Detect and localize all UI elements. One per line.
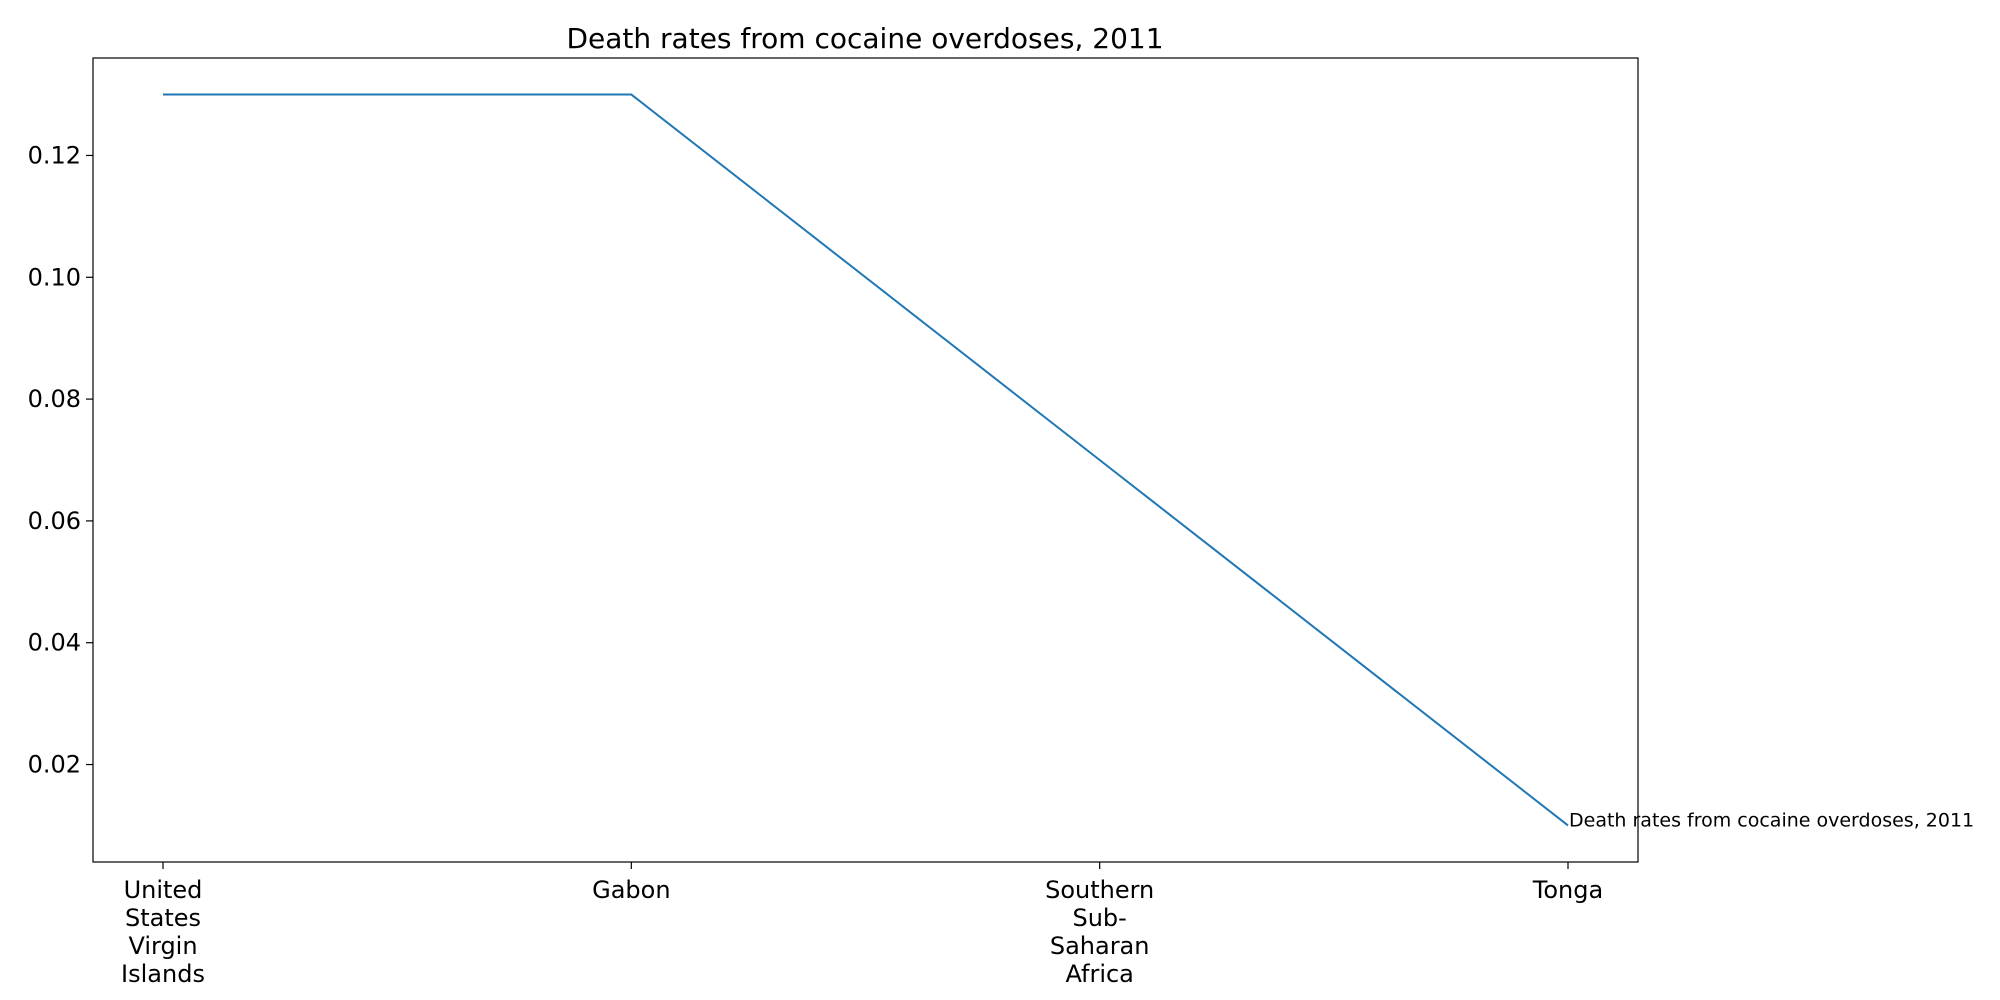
y-tick-label: 0.08 xyxy=(28,385,81,413)
plot-area-frame xyxy=(92,57,1639,863)
x-tick-label: Tonga xyxy=(1532,876,1603,904)
series-line xyxy=(163,93,1569,827)
y-axis: 0.02 0.04 0.06 0.08 0.10 0.12 xyxy=(28,141,93,779)
series-end-label: Death rates from cocaine overdoses, 2011 xyxy=(1569,809,1974,831)
x-axis: United States Virgin Islands Gabon Southern Su… xyxy=(121,862,1603,988)
y-tick-label: 0.04 xyxy=(28,629,81,657)
y-tick-label: 0.12 xyxy=(28,141,81,169)
y-tick-label: 0.06 xyxy=(28,507,81,535)
x-tick-label: Southern Sub-Saharan Africa xyxy=(1045,876,1154,988)
y-tick-label: 0.10 xyxy=(28,263,81,291)
x-tick-label: United States Virgin Islands xyxy=(121,876,205,988)
series-layer xyxy=(162,93,1569,827)
chart-title: Death rates from cocaine overdoses, 2011 xyxy=(566,22,1163,55)
x-tick-label: Gabon xyxy=(592,876,670,904)
y-tick-label: 0.02 xyxy=(28,751,81,779)
